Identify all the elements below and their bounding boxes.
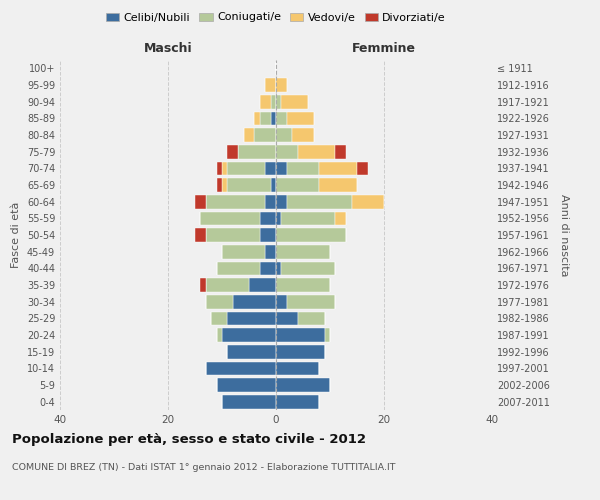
Bar [222, 162, 227, 175]
Bar [276, 328, 325, 342]
Bar [260, 212, 276, 225]
Bar [276, 345, 325, 358]
Bar [352, 195, 384, 208]
Bar [206, 295, 233, 308]
Bar [206, 278, 249, 292]
Bar [276, 395, 319, 408]
Bar [260, 228, 276, 242]
Bar [260, 95, 271, 108]
Bar [254, 128, 276, 142]
Bar [260, 112, 271, 125]
Bar [287, 162, 319, 175]
Text: COMUNE DI BREZ (TN) - Dati ISTAT 1° gennaio 2012 - Elaborazione TUTTITALIA.IT: COMUNE DI BREZ (TN) - Dati ISTAT 1° genn… [12, 462, 395, 471]
Bar [276, 128, 292, 142]
Bar [254, 112, 260, 125]
Bar [200, 212, 260, 225]
Bar [227, 178, 271, 192]
Bar [227, 312, 276, 325]
Bar [222, 178, 227, 192]
Bar [222, 245, 265, 258]
Bar [276, 362, 319, 375]
Bar [298, 145, 335, 158]
Bar [276, 145, 298, 158]
Bar [227, 345, 276, 358]
Bar [249, 278, 276, 292]
Bar [276, 245, 330, 258]
Bar [276, 262, 281, 275]
Bar [287, 295, 335, 308]
Bar [276, 162, 287, 175]
Bar [265, 195, 276, 208]
Bar [319, 162, 357, 175]
Bar [238, 145, 276, 158]
Bar [217, 378, 276, 392]
Bar [227, 145, 238, 158]
Bar [265, 162, 276, 175]
Bar [357, 162, 368, 175]
Bar [319, 178, 357, 192]
Bar [271, 178, 276, 192]
Bar [276, 278, 330, 292]
Bar [217, 162, 222, 175]
Bar [211, 312, 227, 325]
Bar [281, 212, 335, 225]
Bar [276, 195, 287, 208]
Y-axis label: Fasce di età: Fasce di età [11, 202, 21, 268]
Bar [276, 378, 330, 392]
Bar [281, 95, 308, 108]
Bar [217, 178, 222, 192]
Text: Femmine: Femmine [352, 42, 416, 55]
Bar [276, 112, 287, 125]
Bar [200, 278, 206, 292]
Bar [276, 178, 319, 192]
Bar [222, 395, 276, 408]
Bar [206, 195, 265, 208]
Bar [325, 328, 330, 342]
Bar [276, 295, 287, 308]
Bar [335, 212, 346, 225]
Bar [195, 195, 206, 208]
Legend: Celibi/Nubili, Coniugati/e, Vedovi/e, Divorziati/e: Celibi/Nubili, Coniugati/e, Vedovi/e, Di… [101, 8, 451, 27]
Bar [276, 78, 287, 92]
Bar [233, 295, 276, 308]
Bar [287, 195, 352, 208]
Bar [271, 112, 276, 125]
Bar [260, 262, 276, 275]
Bar [206, 228, 260, 242]
Bar [217, 328, 222, 342]
Bar [244, 128, 254, 142]
Bar [217, 262, 260, 275]
Bar [287, 112, 314, 125]
Text: Popolazione per età, sesso e stato civile - 2012: Popolazione per età, sesso e stato civil… [12, 432, 366, 446]
Bar [222, 328, 276, 342]
Y-axis label: Anni di nascita: Anni di nascita [559, 194, 569, 276]
Bar [195, 228, 206, 242]
Bar [206, 362, 276, 375]
Bar [271, 95, 276, 108]
Bar [298, 312, 325, 325]
Bar [265, 78, 276, 92]
Bar [276, 228, 346, 242]
Bar [276, 312, 298, 325]
Bar [281, 262, 335, 275]
Bar [276, 95, 281, 108]
Bar [335, 145, 346, 158]
Bar [227, 162, 265, 175]
Bar [276, 212, 281, 225]
Bar [265, 245, 276, 258]
Bar [292, 128, 314, 142]
Text: Maschi: Maschi [143, 42, 193, 55]
